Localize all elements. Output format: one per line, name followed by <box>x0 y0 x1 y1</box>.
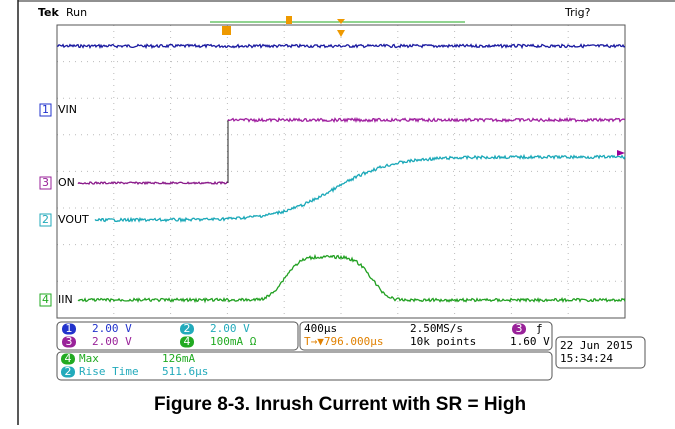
brand: Tek <box>38 6 60 19</box>
info-text: 2.50MS/s <box>410 322 463 335</box>
info-panel: 1 2.00 V 2 2.00 V 3 2.00 V 4 100mA Ω 400µs 2.50MS… <box>61 322 633 378</box>
graticule <box>57 25 625 318</box>
channel-badge-number: 2 <box>65 365 72 378</box>
scale-box <box>56 321 299 351</box>
waveform <box>227 116 626 124</box>
trace-badge <box>39 293 52 307</box>
info-text: 2.00 V <box>92 322 132 335</box>
trigger-status: Trig? <box>564 6 591 19</box>
trace-badge-number: 1 <box>42 103 49 116</box>
channel-badge <box>61 353 75 365</box>
trace-badge-number: 2 <box>42 213 49 226</box>
level-marker <box>617 150 625 156</box>
date-box <box>555 336 646 369</box>
info-text: Max <box>79 352 99 365</box>
trace-label: IIN <box>58 293 73 306</box>
trace-badge <box>39 103 52 117</box>
timebase-box <box>299 321 553 351</box>
trace-label: VIN <box>58 103 77 116</box>
channel-badge <box>180 323 194 335</box>
measure-box <box>56 351 553 381</box>
channel-badge-number: 3 <box>516 322 523 335</box>
info-text: 511.6µs <box>162 365 208 378</box>
channel-badge <box>180 336 194 348</box>
run-status: Run <box>66 6 87 19</box>
trigger-marker <box>337 19 345 24</box>
channel-badge-number: 4 <box>65 352 72 365</box>
trace-badge <box>39 176 52 190</box>
trace-labels: 1 VIN 3 ON 2 VOUT 4 IIN <box>39 103 89 307</box>
trace-label: ON <box>58 176 75 189</box>
channel-badge-number: 1 <box>66 322 73 335</box>
trace-badge-number: 3 <box>42 176 49 189</box>
graticule-frame <box>56 24 626 319</box>
waveforms <box>56 43 626 304</box>
trace-badge <box>39 213 52 227</box>
info-text: 10k points <box>410 335 476 348</box>
trigger-marker <box>337 30 345 37</box>
channel-badge <box>62 336 76 348</box>
time-marker <box>222 26 231 35</box>
view-marker <box>286 16 292 24</box>
info-text: 15:34:24 <box>560 352 613 365</box>
info-text: 100mA Ω <box>210 335 257 348</box>
info-text: 1.60 V <box>510 335 550 348</box>
channel-badge <box>62 323 76 335</box>
info-text: 2.00 V <box>92 335 132 348</box>
waveform <box>77 253 626 304</box>
info-text: 22 Jun 2015 <box>560 339 633 352</box>
waveform <box>77 180 229 186</box>
channel-badge <box>512 323 526 335</box>
caption: Figure 8-3. Inrush Current with SR = Hig… <box>154 394 526 415</box>
waveform <box>56 43 626 50</box>
info-text: 126mA <box>162 352 195 365</box>
info-text: 400µs <box>304 322 337 335</box>
info-text: T→▼796.000µs <box>304 335 383 348</box>
channel-badge-number: 3 <box>66 335 73 348</box>
channel-badge-number: 2 <box>184 322 191 335</box>
trace-label: VOUT <box>58 213 89 226</box>
channel-badge-number: 4 <box>184 335 191 348</box>
channel-badge <box>61 366 75 378</box>
trace-badge-number: 4 <box>42 293 49 306</box>
info-text: Rise Time <box>79 365 139 378</box>
waveform <box>94 153 626 223</box>
info-text: 2.00 V <box>210 322 250 335</box>
info-text: ƒ <box>536 322 543 335</box>
